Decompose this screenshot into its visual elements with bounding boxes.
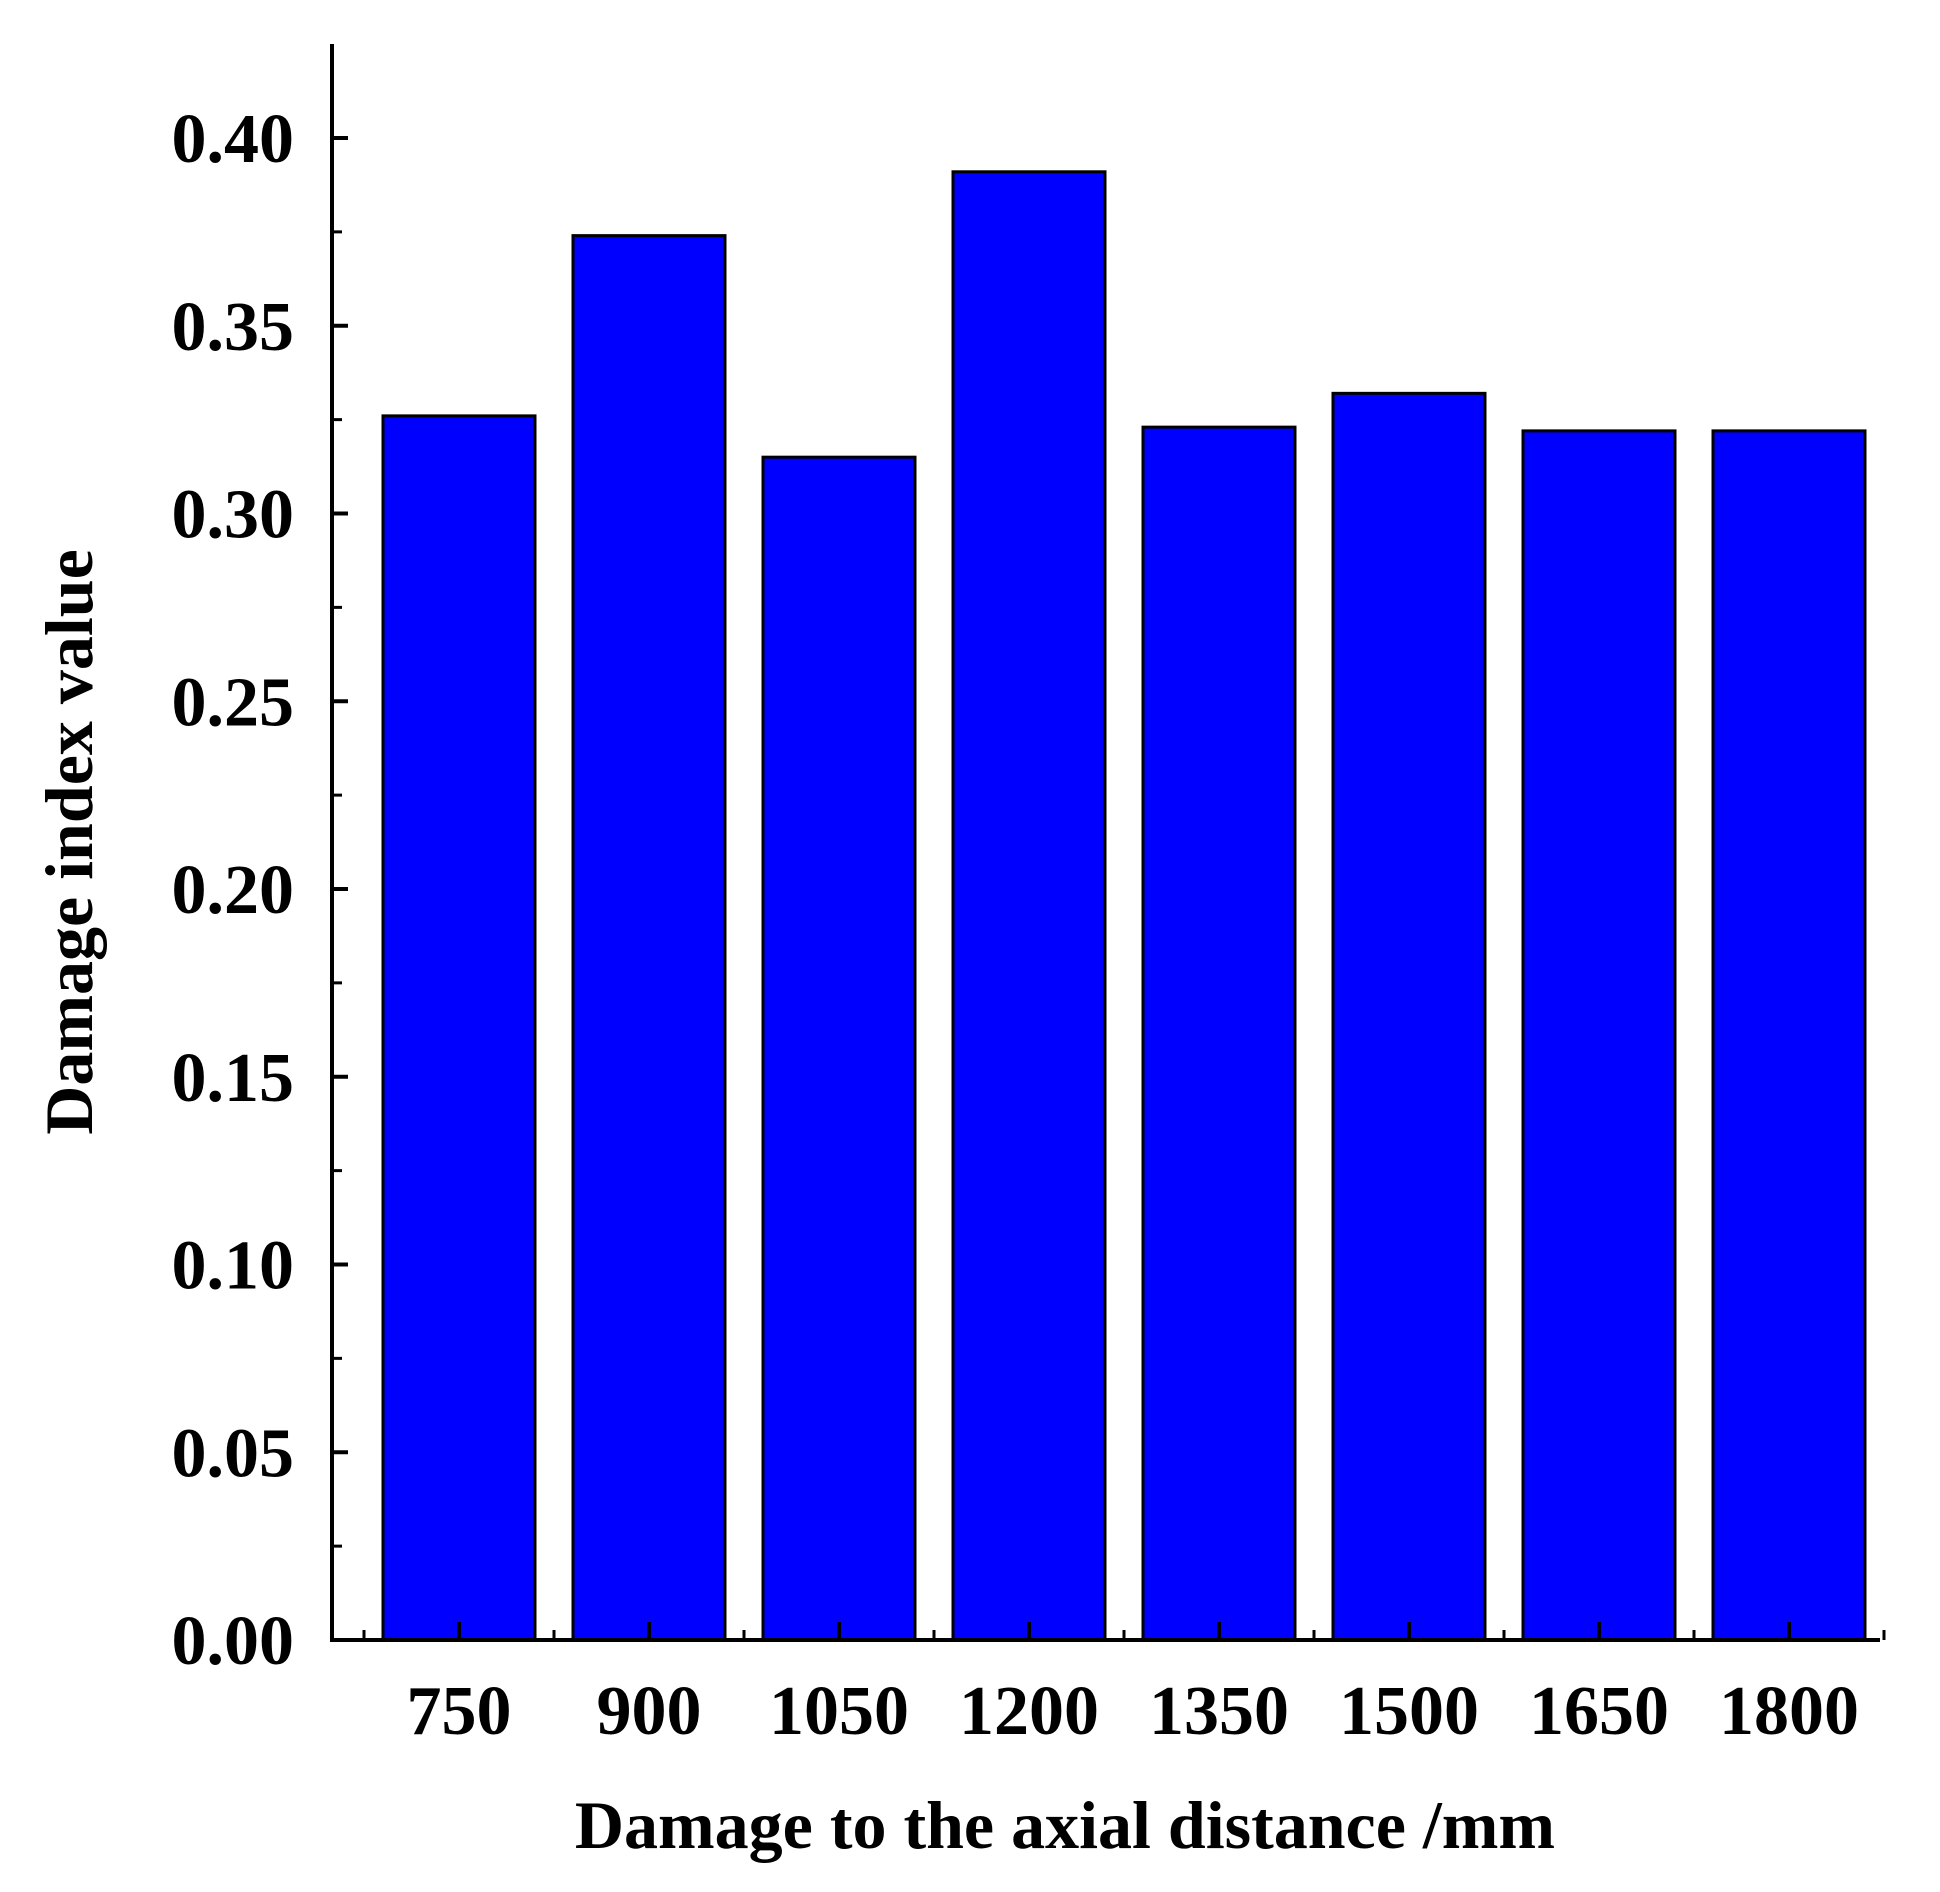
x-tick-label: 1800 [1719, 1673, 1859, 1750]
y-tick-label: 0.20 [172, 852, 295, 929]
x-tick-label: 750 [407, 1673, 512, 1750]
bar-1500 [1331, 391, 1487, 1642]
y-tick-label: 0.30 [172, 477, 295, 554]
bar-1350 [1141, 425, 1297, 1642]
x-tick-label: 1050 [769, 1673, 909, 1750]
y-axis-title: Damage index value [31, 549, 107, 1135]
x-tick-label: 1200 [959, 1673, 1099, 1750]
x-tick-label: 1650 [1529, 1673, 1669, 1750]
x-axis-title: Damage to the axial distance /mm [575, 1787, 1555, 1863]
bar-1800 [1711, 429, 1867, 1642]
y-tick-label: 0.00 [172, 1603, 295, 1680]
bar-1200 [951, 170, 1107, 1642]
y-tick-label: 0.05 [172, 1415, 295, 1492]
bar-900 [571, 234, 727, 1642]
bar-1650 [1521, 429, 1677, 1642]
y-tick-label: 0.10 [172, 1228, 295, 1305]
x-tick-label: 900 [597, 1673, 702, 1750]
x-tick-label: 1500 [1339, 1673, 1479, 1750]
x-tick-label: 1350 [1149, 1673, 1289, 1750]
labels-layer: 0.00 0.05 0.10 0.15 0.20 0.25 0.30 0.35 0.40 750 9… [172, 101, 1860, 1750]
y-tick-label: 0.15 [172, 1040, 295, 1117]
y-tick-label: 0.35 [172, 289, 295, 366]
bar-750 [381, 414, 537, 1642]
y-tick-label: 0.25 [172, 664, 295, 741]
axes-layer [330, 44, 1886, 1642]
y-tick-label: 0.40 [172, 101, 295, 178]
bar-1050 [761, 455, 917, 1642]
bars-layer [381, 170, 1867, 1642]
